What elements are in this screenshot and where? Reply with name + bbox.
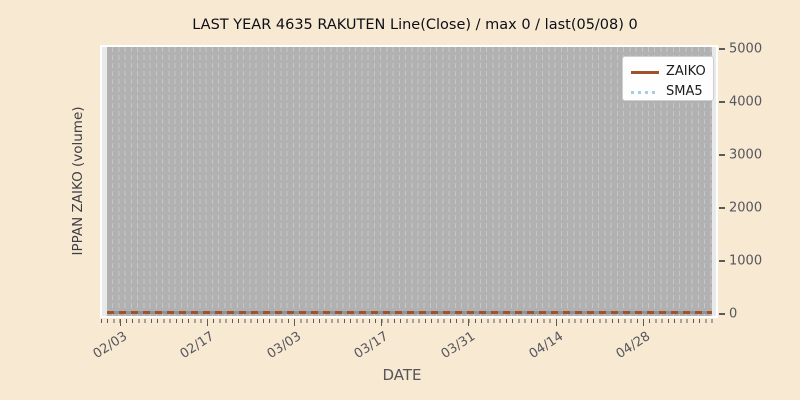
x-tick-label: 03/03 [264,329,305,362]
y-tick-mark [719,313,725,315]
x-tick-label: 04/28 [613,329,654,362]
x-major-tick [468,319,469,326]
chart-title: LAST YEAR 4635 RAKUTEN Line(Close) / max… [192,17,638,33]
y-tick-label: 3000 [729,147,763,163]
x-major-tick [556,319,557,326]
data-span-background [107,47,712,316]
legend: ZAIKO SMA5 [622,56,714,101]
x-major-tick [643,319,644,326]
x-tick-label: 03/17 [351,329,392,362]
legend-label-sma5: SMA5 [666,84,703,99]
x-tick-label: 04/14 [526,329,567,362]
x-major-tick [381,319,382,326]
y-tick-label: 1000 [729,253,763,269]
sma5-dotted-swatch-icon [631,90,659,94]
x-major-tick [207,319,208,326]
legend-item-zaiko: ZAIKO [631,64,706,80]
x-axis-minor-ticks [101,319,717,323]
y-tick-mark [719,101,725,103]
zaiko-sma5-zero-line [107,311,712,314]
x-tick-label: 03/31 [438,329,479,362]
y-tick-mark [719,154,725,156]
y-tick-label: 4000 [729,94,763,110]
y-tick-mark [719,260,725,262]
y-tick-label: 0 [729,306,738,322]
x-major-tick [120,319,121,326]
y-tick-label: 5000 [729,41,763,57]
zaiko-line-swatch-icon [631,70,659,74]
x-axis-label: DATE [382,366,422,384]
legend-label-zaiko: ZAIKO [666,64,706,79]
x-tick-label: 02/17 [177,329,218,362]
x-tick-label: 02/03 [90,329,131,362]
x-major-tick [294,319,295,326]
legend-item-sma5: SMA5 [631,84,705,100]
y-axis-label: IPPAN ZAIKO (volume) [70,106,86,256]
plot-area: ZAIKO SMA5 [100,45,718,318]
y-tick-label: 2000 [729,200,763,216]
y-tick-mark [719,48,725,50]
y-tick-mark [719,207,725,209]
